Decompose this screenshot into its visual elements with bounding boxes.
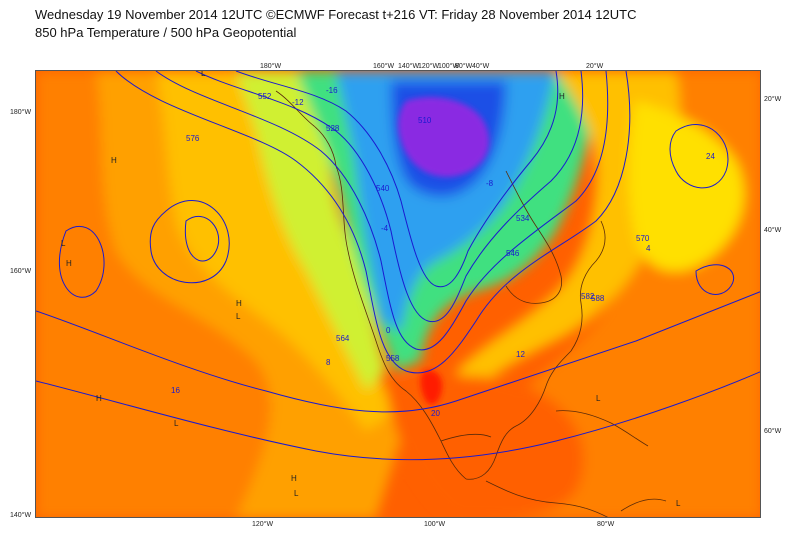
- contour-label: 558: [386, 354, 400, 363]
- contour-label: -4: [381, 224, 389, 233]
- grid-label-top: 120°W: [418, 63, 440, 70]
- map-title-line-1: Wednesday 19 November 2014 12UTC ©ECMWF …: [35, 7, 637, 22]
- low-marker: L: [596, 394, 601, 403]
- grid-label-right: 60°W: [764, 428, 782, 435]
- high-marker: H: [559, 92, 565, 101]
- high-marker: H: [96, 394, 102, 403]
- contour-label: 20: [431, 409, 440, 418]
- contour-label: 24: [706, 152, 715, 161]
- contour-label: 570: [636, 234, 650, 243]
- pressure-centers: H H H H H H L L L L L L L: [61, 71, 681, 508]
- contour-label: 582: [581, 292, 595, 301]
- low-marker: L: [294, 489, 299, 498]
- contour-label: 546: [506, 249, 520, 258]
- map-title-line-2: 850 hPa Temperature / 500 hPa Geopotenti…: [35, 25, 297, 40]
- grid-label-top: 40°W: [472, 63, 490, 70]
- contour-label: 16: [171, 386, 180, 395]
- geopotential-contours: [36, 71, 760, 461]
- grid-label-bottom: 100°W: [424, 521, 446, 528]
- grid-label-left: 160°W: [10, 268, 32, 275]
- contour-label: 552: [258, 92, 272, 101]
- low-marker: L: [61, 239, 66, 248]
- high-marker: H: [111, 156, 117, 165]
- high-marker: H: [66, 259, 72, 268]
- grid-label-top: 160°W: [373, 63, 395, 70]
- grid-label-right: 40°W: [764, 227, 782, 234]
- coastlines: [275, 90, 667, 517]
- contour-labels: 552 576 528 540 564 588 510 534 546 558 …: [171, 86, 715, 418]
- grid-label-right: 20°W: [764, 96, 782, 103]
- grid-label-top: 80°W: [455, 63, 473, 70]
- map-canvas: 552 576 528 540 564 588 510 534 546 558 …: [36, 71, 760, 517]
- contour-label: 576: [186, 134, 200, 143]
- contour-label: 510: [418, 116, 432, 125]
- contour-label: -12: [292, 98, 304, 107]
- contour-label: 540: [376, 184, 390, 193]
- grid-label-top: 100°W: [438, 63, 460, 70]
- high-marker: H: [291, 474, 297, 483]
- low-marker: L: [676, 499, 681, 508]
- grid-label-left: 140°W: [10, 512, 32, 519]
- low-marker: L: [201, 71, 206, 78]
- contour-label: -16: [326, 86, 338, 95]
- contour-label: -8: [486, 179, 494, 188]
- grid-label-bottom: 120°W: [252, 521, 274, 528]
- high-marker: H: [236, 299, 242, 308]
- contour-label: 528: [326, 124, 340, 133]
- contour-label: 8: [326, 358, 331, 367]
- weather-map: 552 576 528 540 564 588 510 534 546 558 …: [35, 70, 761, 518]
- contour-label: 0: [386, 326, 391, 335]
- contour-label: 12: [516, 350, 525, 359]
- grid-label-top: 140°W: [398, 63, 420, 70]
- low-marker: L: [236, 312, 241, 321]
- contour-label: 534: [516, 214, 530, 223]
- contour-label: 564: [336, 334, 350, 343]
- grid-label-left: 180°W: [10, 109, 32, 116]
- cold-core: [398, 97, 490, 405]
- grid-label-top: 180°W: [260, 63, 282, 70]
- contour-label: 588: [591, 294, 605, 303]
- low-marker: L: [174, 419, 179, 428]
- contour-label: 4: [646, 244, 651, 253]
- grid-label-bottom: 80°W: [597, 521, 615, 528]
- grid-label-top: 20°W: [586, 63, 604, 70]
